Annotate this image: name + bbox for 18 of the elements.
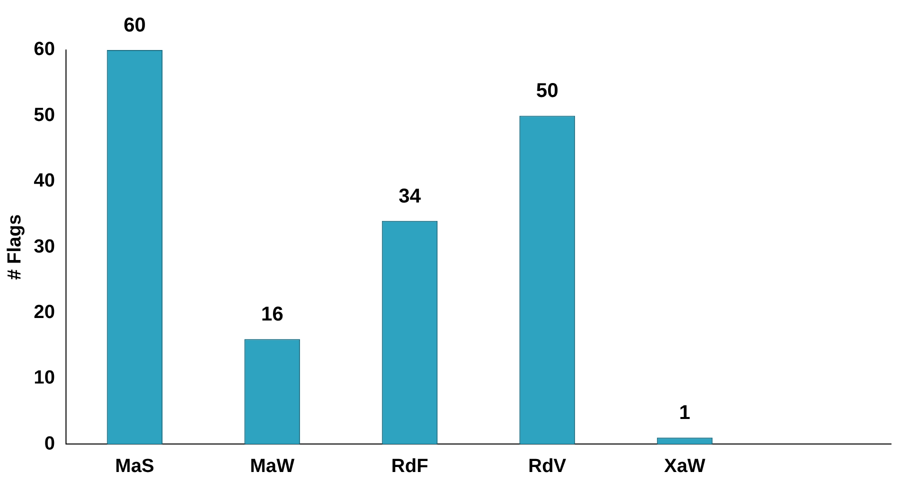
x-tick-label: XaW — [664, 456, 706, 477]
data-label: 16 — [261, 304, 284, 326]
y-tick-label: 20 — [34, 302, 55, 324]
data-label: 60 — [124, 14, 146, 37]
y-tick-label: 60 — [34, 39, 55, 60]
x-tick-label: RdV — [528, 456, 567, 477]
data-label: 34 — [398, 185, 422, 208]
y-axis-title: # Flags — [4, 214, 26, 280]
data-label: 50 — [536, 80, 558, 102]
x-tick-label: RdF — [391, 456, 428, 477]
data-label: 1 — [679, 402, 690, 424]
y-tick-label: 10 — [34, 368, 55, 389]
y-tick-label: 50 — [34, 104, 55, 126]
y-tick-label: 40 — [34, 170, 55, 192]
y-tick-label: 0 — [44, 433, 55, 454]
x-tick-label: MaW — [250, 456, 294, 477]
y-tick-label: 30 — [34, 236, 55, 258]
x-tick-label: MaS — [115, 456, 154, 477]
